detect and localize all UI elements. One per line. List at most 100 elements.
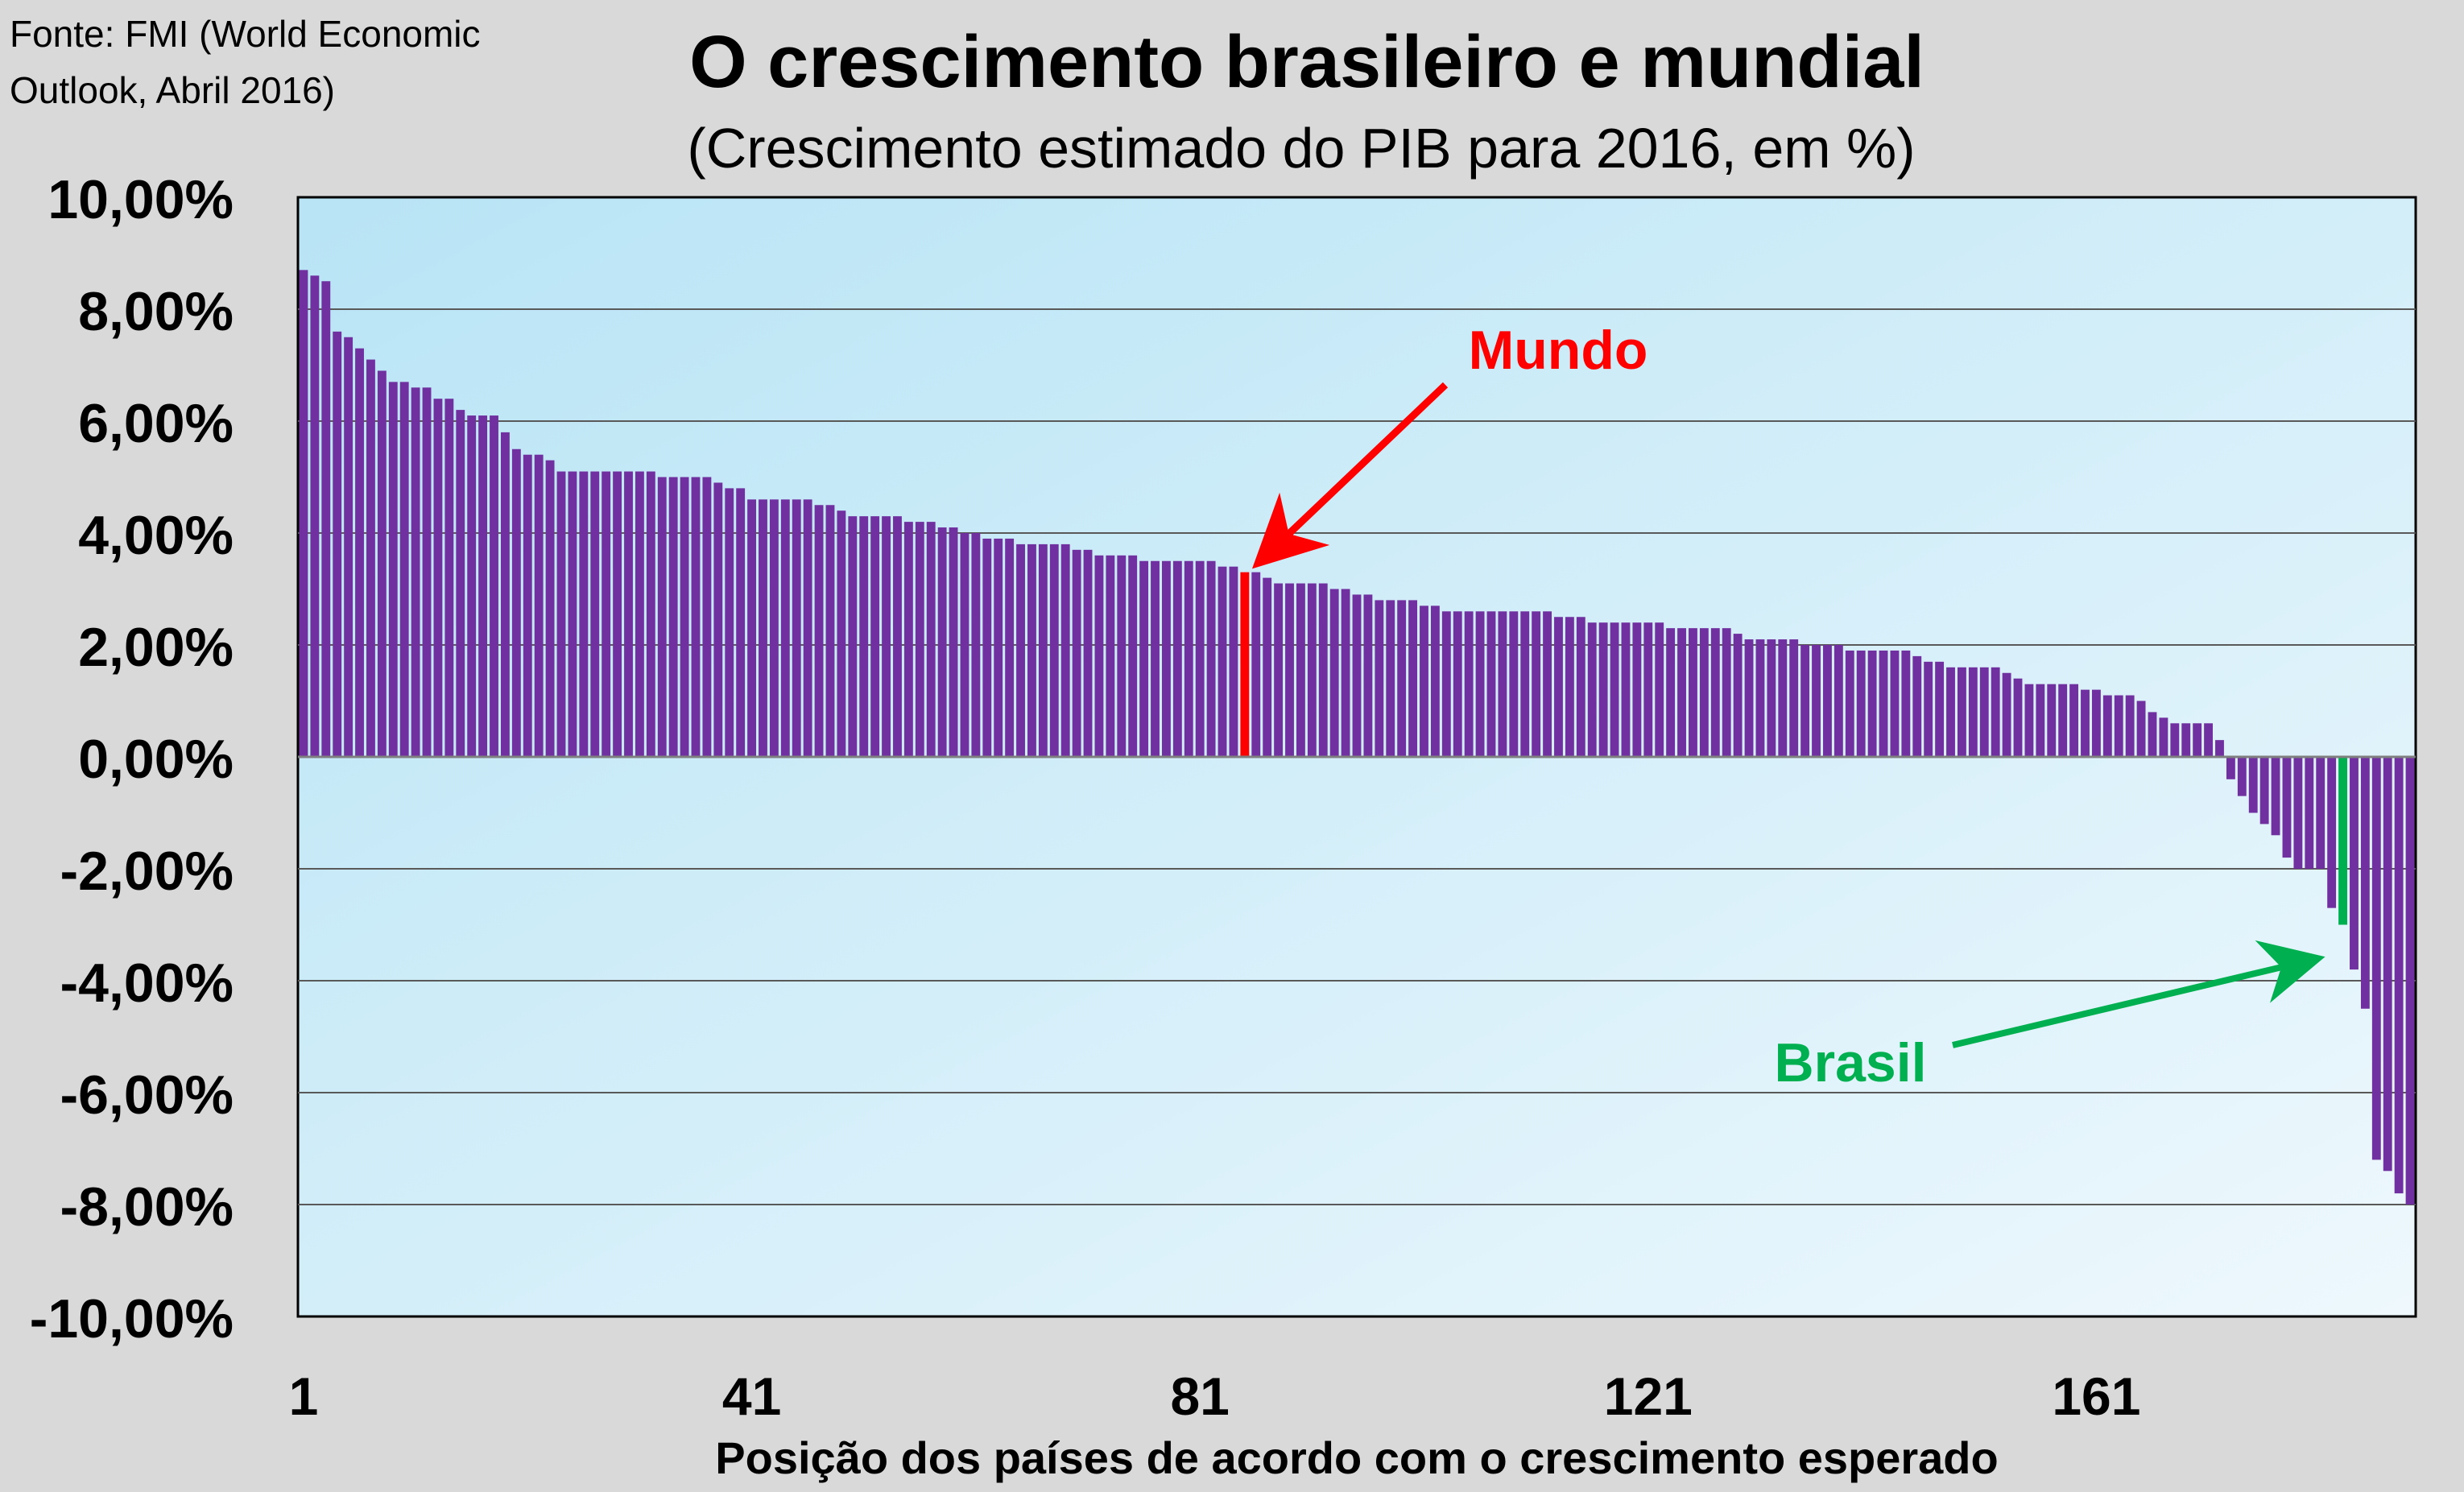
bar [702,477,712,757]
bar [1352,594,1362,757]
bar [1106,555,1115,757]
bar [1195,560,1205,757]
bar [2204,723,2213,757]
bar [613,471,622,757]
y-tick-label: 0,00% [78,729,234,790]
bar [2024,684,2034,757]
bar [1453,611,1462,757]
bar [1329,589,1339,757]
bar [1397,600,1407,757]
bar [1060,543,1070,757]
bar [1307,583,1317,757]
bar [2081,689,2090,757]
y-axis-ticks: 10,00% 8,00% 6,00% 4,00% 2,00% 0,00% -2,00% -4,… [30,169,234,1349]
bar [635,471,644,757]
bar [2293,757,2303,869]
bar [1924,661,1933,757]
bar [1576,617,1585,757]
bar [624,471,633,757]
bar [1643,622,1653,757]
annotation-brasil: Brasil [1775,1032,1927,1093]
bar [1812,645,1821,757]
bar [1767,639,1776,757]
bar [971,533,981,757]
chart-subtitle: (Crescimento estimado do PIB para 2016, … [687,117,1915,180]
bar [1263,577,1272,757]
bar [1598,622,1608,757]
bar [1834,645,1843,757]
bar [1475,611,1485,757]
bar [2271,757,2280,836]
bar [2148,712,2157,757]
bar [1072,549,1081,757]
bar [310,275,320,757]
bar [1375,600,1384,757]
bar [2248,757,2258,813]
bar [725,488,734,757]
bar [579,471,589,757]
bar [1128,555,1138,757]
bar [501,432,510,757]
bar [1117,555,1127,757]
bar [534,454,544,757]
bar [1386,600,1395,757]
bar [1229,566,1238,757]
bar [490,415,498,757]
bar [377,370,387,757]
bar [1341,589,1350,757]
bar [2136,701,2146,757]
bar [1027,543,1036,757]
bar [1823,645,1832,757]
bar [299,270,308,758]
bar [814,505,824,757]
bar-brasil [2338,757,2347,925]
bar [893,516,902,757]
bar [1554,617,1563,757]
bar [456,410,465,757]
bar [1441,611,1451,757]
bar [2371,757,2381,1160]
bar [2360,757,2370,1009]
bar [1845,650,1854,757]
x-tick-label: 1 [289,1366,319,1426]
bar [1744,639,1754,757]
bar [2181,723,2191,757]
bar [1172,560,1182,757]
bar [2305,757,2314,869]
y-tick-label: -8,00% [60,1176,234,1238]
bar [2350,757,2359,970]
bar [2327,757,2337,908]
bar [1722,628,1731,757]
bar [2125,695,2135,757]
bar [1632,622,1642,757]
bar [1408,600,1418,757]
bar [859,516,869,757]
bar [949,527,958,757]
bar [556,471,566,757]
bar [355,348,364,757]
bar [2170,723,2180,757]
bar [467,415,477,757]
bar [1610,622,1619,757]
bar [1151,560,1160,757]
bar [1543,611,1552,757]
bar [1520,611,1530,757]
bar [1184,560,1193,757]
bar [1912,655,1922,757]
bar [1677,628,1686,757]
bar [2002,672,2011,757]
bar [1363,594,1373,757]
y-tick-label: 10,00% [48,169,234,230]
bar [1587,622,1597,757]
bar [399,382,409,757]
x-axis-label: Posição dos países de acordo com o cresc… [715,1432,1998,1483]
bar [937,527,947,757]
bar [321,281,331,757]
bar [668,477,678,757]
bar [1532,611,1541,757]
bar [657,477,667,757]
y-tick-label: -6,00% [60,1064,234,1126]
bar [2102,695,2112,757]
bar [444,399,454,757]
bar [837,510,846,757]
